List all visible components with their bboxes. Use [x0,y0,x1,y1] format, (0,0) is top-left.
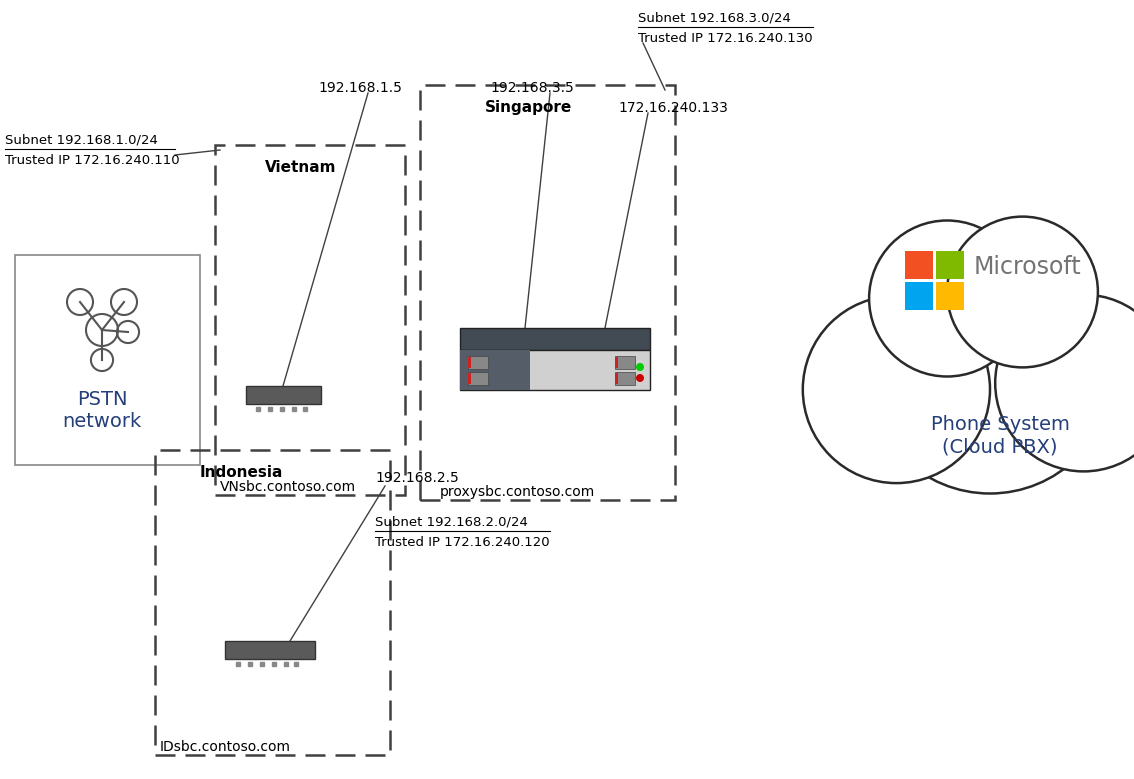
Text: Subnet 192.168.1.0/24: Subnet 192.168.1.0/24 [5,133,158,146]
Text: 172.16.240.133: 172.16.240.133 [618,101,728,115]
Bar [460,328,650,350]
Text: Indonesia: Indonesia [200,464,284,480]
Text: 192.168.3.5: 192.168.3.5 [490,81,574,95]
Bar [468,373,471,384]
Bar [15,255,200,465]
Bar [615,372,635,385]
Bar [468,356,488,369]
Text: Phone System
(Cloud PBX): Phone System (Cloud PBX) [931,415,1069,456]
Bar [468,372,488,385]
Text: IDsbc.contoso.com: IDsbc.contoso.com [160,740,291,754]
Bar [225,641,315,659]
Bar [615,356,635,369]
Bar [936,282,964,310]
Text: Subnet 192.168.2.0/24: Subnet 192.168.2.0/24 [375,516,527,528]
Text: Microsoft: Microsoft [974,255,1082,279]
Text: Vietnam: Vietnam [265,160,337,174]
Text: Trusted IP 172.16.240.130: Trusted IP 172.16.240.130 [638,31,813,44]
Text: 192.168.2.5: 192.168.2.5 [375,471,459,485]
Bar [615,357,618,368]
Bar [420,85,675,500]
Text: Trusted IP 172.16.240.110: Trusted IP 172.16.240.110 [5,153,179,167]
Text: Trusted IP 172.16.240.120: Trusted IP 172.16.240.120 [375,535,550,548]
Bar [905,282,933,310]
Text: 192.168.1.5: 192.168.1.5 [318,81,401,95]
Bar [155,450,390,755]
Bar [936,251,964,279]
Bar [460,350,650,390]
Bar [246,386,321,404]
Bar [460,350,530,390]
Bar [905,251,933,279]
Text: VNsbc.contoso.com: VNsbc.contoso.com [220,480,356,494]
Text: Subnet 192.168.3.0/24: Subnet 192.168.3.0/24 [638,12,790,24]
Bar [468,357,471,368]
Bar [215,145,405,495]
Text: PSTN
network: PSTN network [62,390,142,431]
Bar [615,373,618,384]
Circle shape [636,363,644,371]
Circle shape [636,374,644,382]
Text: proxysbc.contoso.com: proxysbc.contoso.com [440,485,595,499]
Text: Singapore: Singapore [485,100,573,115]
